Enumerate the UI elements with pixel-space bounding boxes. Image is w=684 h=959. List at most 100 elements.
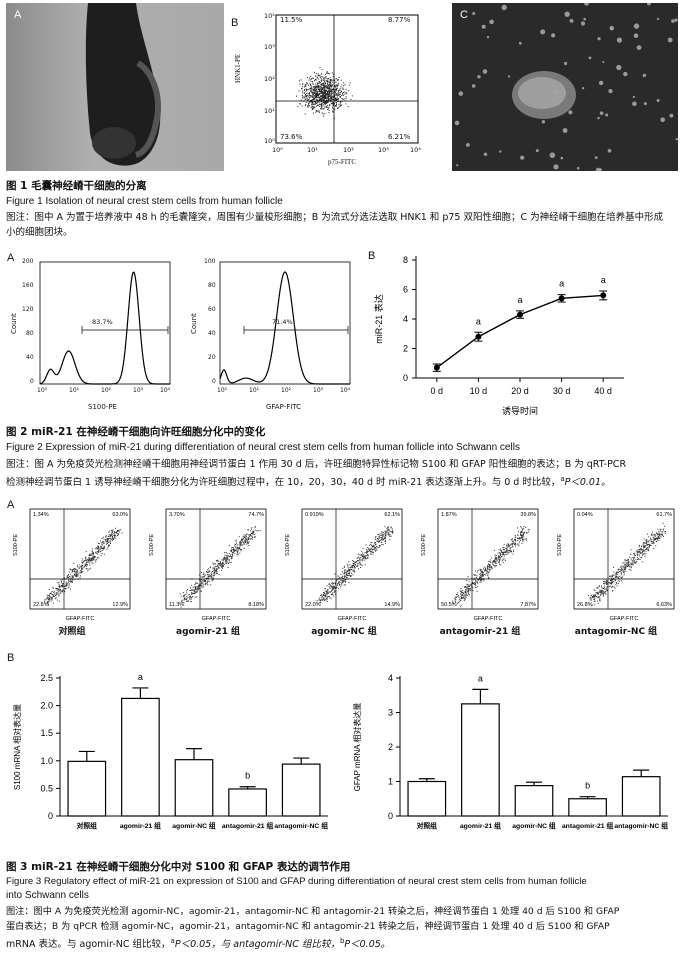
- y-tick: 10⁰: [264, 137, 275, 145]
- fig1-note: 图注：图中 A 为置于培养液中 48 h 的毛囊隆突，周围有少量梭形细胞；B 为…: [6, 212, 664, 238]
- flow-scatter-panel: 0.919% 62.1% 22.0% 14.9% GFAP-FITC S100-PE ago…: [280, 505, 408, 641]
- y-tick-label: 2: [388, 742, 393, 752]
- category-label: agomir-NC 组: [172, 821, 216, 830]
- y-axis-label: S100-PE: [557, 534, 563, 556]
- x-axis-label: GFAP-FITC: [610, 616, 639, 622]
- histogram-gfap: [219, 261, 351, 385]
- y-tick-label: 8: [403, 255, 408, 265]
- y-tick: 10²: [264, 75, 275, 83]
- y-tick: 80: [26, 330, 34, 337]
- quadrant-ur: 8.77%: [388, 16, 411, 24]
- fig3-note-line3: mRNA 表达。与 agomir-NC 组比较，aP＜0.05，与 antago…: [6, 934, 390, 952]
- data-point: [600, 292, 607, 299]
- quadrant-ll: 22.8%: [33, 602, 49, 608]
- y-tick-label: 3: [388, 708, 393, 718]
- panel-letter: B: [7, 652, 15, 664]
- quadrant-lr: 12.9%: [112, 602, 128, 608]
- sig-label: a: [138, 672, 143, 682]
- y-tick: 120: [22, 306, 34, 313]
- x-axis-label: S100-PE: [88, 403, 117, 411]
- category-label: antagomir-21 组: [562, 821, 614, 830]
- flow-scatter-plot: 3.70% 74.7% 11.3% 8.18% GFAP-FITC S100-PE: [149, 508, 267, 622]
- data-line: [436, 294, 604, 369]
- category-label: agomir-21 组: [460, 821, 501, 830]
- bar: [407, 780, 447, 817]
- note-text: 检测神经调节蛋白 1 诱导神经嵴干细胞分化为许旺细胞过程中，在 10，20，30…: [6, 477, 561, 489]
- note-sup: a: [560, 475, 565, 483]
- cell-cluster-micrograph: [454, 3, 678, 171]
- group-label: antagomir-21 组: [439, 627, 521, 637]
- fig2-title: 图 2 miR-21 在神经嵴干细胞向许旺细胞分化中的变化: [6, 426, 266, 438]
- x-axis-label: GFAP-FITC: [338, 616, 367, 622]
- y-axis-label: S100-PE: [149, 534, 155, 556]
- note-text-tail: P＜0.01。: [564, 477, 611, 489]
- x-tick: 10²: [343, 146, 354, 154]
- quadrant-ur: 62.1%: [384, 512, 400, 518]
- quadrant-ur: 63.0%: [112, 512, 128, 518]
- fig2-hist-s100: 83.7% Count S100-PE 200 160 120 80 40 0 …: [8, 258, 180, 416]
- y-tick: 40: [26, 354, 34, 361]
- x-axis-label: GFAP-FITC: [266, 403, 302, 411]
- y-tick: 60: [208, 306, 216, 313]
- category-label: agomir-NC 组: [512, 821, 556, 830]
- x-tick: 10¹: [307, 146, 318, 154]
- quadrant-ur: 74.7%: [248, 512, 264, 518]
- sig-label: a: [478, 673, 483, 683]
- fig3-scatter-row: 1.34% 63.0% 22.8% 12.9% GFAP-FITC S100-PE 对照组 3…: [0, 505, 684, 645]
- quadrant-ul: 0.919%: [305, 512, 324, 518]
- y-tick: 160: [22, 282, 34, 289]
- fig1-panel-a: A: [6, 3, 224, 171]
- y-tick: 0: [30, 378, 34, 385]
- fig2-title-en: Figure 2 Expression of miR-21 during dif…: [6, 442, 520, 453]
- quadrant-ll: 50.5%: [441, 602, 457, 608]
- quadrant-lr: 8.18%: [248, 602, 264, 608]
- quadrant-ll: 26.8%: [577, 602, 593, 608]
- y-tick-label: 4: [403, 314, 408, 324]
- y-tick: 80: [208, 282, 216, 289]
- x-tick: 10⁰: [217, 387, 228, 394]
- bar: [514, 785, 554, 817]
- x-tick: 10⁴: [340, 387, 351, 394]
- y-axis-label: S100-PE: [285, 534, 291, 556]
- y-tick-label: 2.0: [40, 701, 53, 711]
- s100-bar-chart: 0 0.5 1.0 1.5 2.0 2.5 对照组 a agomir-21 组 agomir-NC…: [12, 672, 328, 830]
- quadrant-ul: 0.04%: [577, 512, 593, 518]
- y-tick-label: 1: [388, 777, 393, 787]
- quadrant-lr: 6.21%: [388, 133, 411, 141]
- y-axis-label: HNK1-PE: [234, 53, 242, 83]
- flow-scatter-plot: 1.87% 39.8% 50.5% 7.87% GFAP-FITC S100-PE: [421, 508, 539, 622]
- fig1-panel-b: B 11.5% 8.77% 73.6% 6.21% HNK1-PE p75-FI…: [228, 3, 446, 171]
- flow-scatter-plot: 1.34% 63.0% 22.8% 12.9% GFAP-FITC S100-PE: [13, 508, 131, 622]
- quadrant-ll: 11.3%: [169, 602, 184, 608]
- y-tick: 10³: [264, 43, 275, 51]
- y-tick: 10¹: [264, 107, 275, 115]
- flow-scatter-panel: 3.70% 74.7% 11.3% 8.18% GFAP-FITC S100-PE agom…: [144, 505, 272, 641]
- fig3-title: 图 3 miR-21 在神经嵴干细胞分化中对 S100 和 GFAP 表达的调节…: [6, 861, 351, 873]
- x-tick: 10²: [281, 387, 292, 394]
- fig3-title-en-line1: Figure 3 Regulatory effect of miR-21 on …: [6, 876, 587, 887]
- x-tick: 10⁰: [272, 146, 283, 154]
- x-tick: 10³: [313, 387, 324, 394]
- y-tick-label: 6: [403, 285, 408, 295]
- x-axis-label: GFAP-FITC: [474, 616, 503, 622]
- quadrant-ul: 3.70%: [169, 512, 185, 518]
- x-tick-label: 30 d: [553, 386, 571, 396]
- y-tick: 200: [22, 258, 34, 265]
- fig3-note-line1: 图注：图中 A 为免疫荧光检测 agomir-NC，agomir-21，anta…: [6, 906, 620, 917]
- quadrant-ul: 1.34%: [33, 512, 49, 518]
- plot-frame: [437, 508, 539, 610]
- fig1-panel-c: C: [452, 3, 678, 171]
- bar: [174, 759, 214, 817]
- y-axis-title: miR-21 表达: [373, 294, 384, 344]
- quadrant-ul: 1.87%: [441, 512, 457, 518]
- y-tick-label: 0: [403, 373, 408, 383]
- gfap-bar-chart: 0 1 2 3 4 对照组 a agomir-21 组 agomir-NC 组 b antagomi…: [352, 673, 668, 830]
- y-tick: 40: [208, 330, 216, 337]
- quadrant-ll: 73.6%: [280, 133, 303, 141]
- fig2-note-line2: 检测神经调节蛋白 1 诱导神经嵴干细胞分化为许旺细胞过程中，在 10，20，30…: [6, 472, 611, 490]
- x-tick-label: 40 d: [594, 386, 612, 396]
- y-tick: 0: [212, 378, 216, 385]
- scatter-dots: [588, 522, 667, 607]
- category-label: antagomir-NC 组: [614, 821, 668, 830]
- scatter-dots: [43, 527, 123, 606]
